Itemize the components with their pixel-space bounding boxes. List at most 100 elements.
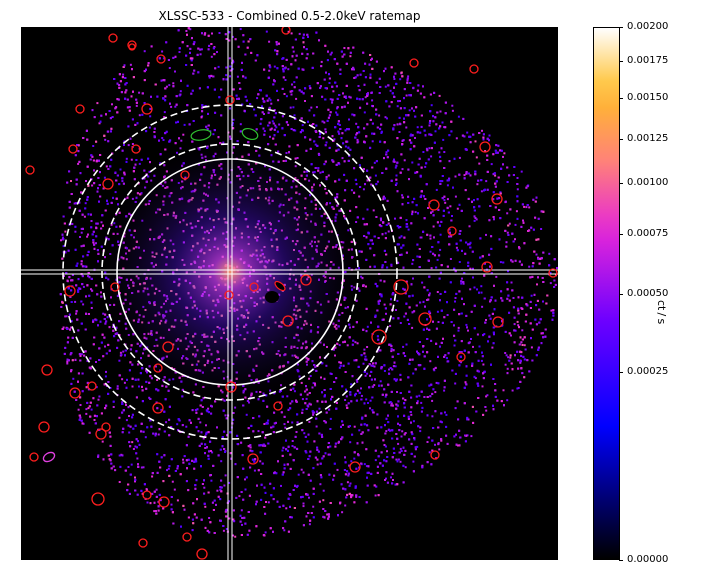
pixel (355, 133, 358, 136)
pixel (399, 447, 402, 450)
pixel (389, 401, 392, 403)
pixel (429, 312, 432, 315)
pixel (443, 199, 446, 202)
pixel (245, 413, 248, 416)
pixel (461, 277, 463, 280)
pixel (312, 505, 315, 508)
pixel (481, 305, 484, 308)
pixel (98, 395, 101, 398)
pixel (285, 95, 288, 98)
pixel (384, 395, 387, 398)
pixel (374, 459, 377, 462)
pixel (205, 424, 207, 427)
pixel (374, 494, 377, 497)
pixel (370, 58, 372, 61)
chart-title: XLSSC-533 - Combined 0.5-2.0keV ratemap (158, 9, 421, 23)
pixel (485, 233, 487, 236)
pixel (420, 401, 423, 404)
pixel (401, 430, 404, 433)
pixel (373, 161, 376, 164)
pixel (467, 329, 469, 332)
pixel (172, 82, 175, 85)
pixel (491, 346, 494, 349)
pixel (135, 104, 138, 107)
pixel (213, 46, 216, 48)
pixel (399, 78, 402, 81)
pixel (328, 453, 331, 456)
pixel (480, 359, 483, 362)
pixel (75, 312, 78, 315)
ratemap-panel (21, 27, 558, 560)
pixel (355, 122, 358, 125)
pixel (412, 420, 415, 423)
pixel (438, 94, 441, 97)
pixel (470, 435, 473, 438)
pixel (228, 481, 231, 484)
pixel (80, 231, 83, 234)
pixel (314, 384, 317, 387)
pixel (411, 326, 414, 329)
pixel (369, 374, 371, 377)
pixel (455, 246, 458, 249)
pixel (371, 140, 374, 143)
pixel (264, 531, 267, 534)
pixel (397, 226, 400, 229)
pixel (82, 303, 85, 306)
pixel (131, 143, 134, 145)
pixel (90, 307, 93, 309)
pixel (143, 50, 146, 53)
pixel (344, 399, 347, 401)
pixel (457, 115, 460, 118)
pixel (474, 377, 477, 380)
pixel (336, 107, 338, 110)
pixel (118, 416, 121, 419)
pixel (244, 478, 246, 481)
pixel (407, 75, 410, 78)
pixel (270, 102, 273, 105)
pixel (211, 451, 214, 454)
pixel (132, 448, 135, 450)
pixel (202, 437, 205, 440)
pixel (281, 57, 284, 60)
pixel (291, 421, 294, 424)
pixel (182, 458, 184, 461)
pixel (293, 114, 296, 117)
pixel (87, 407, 90, 410)
pixel (69, 353, 72, 356)
pixel (85, 412, 88, 415)
pixel (263, 423, 266, 425)
pixel (449, 258, 452, 260)
pixel (338, 361, 341, 364)
pixel (329, 98, 332, 101)
pixel (360, 387, 362, 390)
pixel (489, 300, 491, 303)
pixel (453, 344, 456, 347)
pixel (285, 507, 288, 510)
pixel (238, 495, 241, 498)
pixel (402, 287, 405, 290)
pixel (394, 184, 397, 186)
pixel (457, 326, 460, 329)
pixel (439, 233, 442, 236)
pixel (373, 384, 376, 387)
pixel (503, 152, 506, 155)
pixel (138, 91, 141, 94)
pixel (274, 124, 277, 127)
pixel (410, 413, 413, 416)
pixel (224, 474, 227, 477)
pixel (429, 237, 432, 240)
pixel (218, 32, 221, 34)
pixel (287, 68, 290, 71)
pixel (379, 380, 382, 383)
pixel (362, 362, 365, 365)
pixel (134, 476, 136, 479)
pixel (297, 473, 300, 476)
pixel (200, 48, 203, 51)
pixel (125, 419, 128, 422)
pixel (481, 129, 483, 132)
pixel (403, 315, 406, 318)
pixel (287, 30, 290, 33)
pixel (142, 466, 145, 469)
pixel (485, 180, 488, 183)
pixel (421, 281, 424, 284)
